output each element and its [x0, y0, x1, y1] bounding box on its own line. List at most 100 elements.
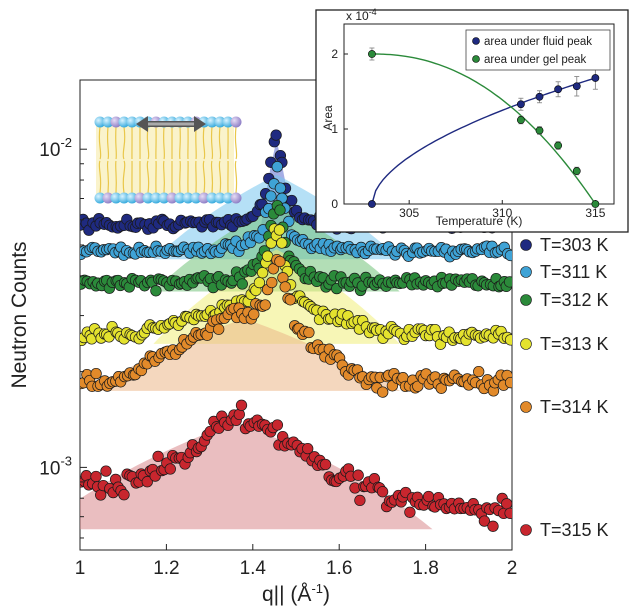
inset-point-0 — [368, 200, 376, 208]
data-point — [256, 267, 269, 279]
lipid-head — [118, 116, 130, 128]
lipid-tail — [163, 126, 165, 160]
data-point — [274, 182, 287, 194]
lipid-head — [222, 192, 234, 204]
x-axis-title: q|| (Å-1) — [262, 581, 330, 606]
data-point — [276, 237, 288, 249]
lipid-tail — [122, 126, 126, 160]
data-point — [504, 249, 512, 262]
legend-marker — [520, 239, 532, 251]
lipid-head — [182, 192, 194, 204]
lipid-tail — [98, 126, 102, 160]
x-tick-label: 1.6 — [326, 558, 352, 579]
lipid-bilayer-illustration — [94, 116, 242, 204]
lipid-head — [174, 192, 186, 204]
lipid-tail — [146, 126, 150, 160]
lipid-tail — [218, 126, 222, 160]
data-point — [376, 486, 389, 498]
data-point — [478, 515, 491, 527]
data-point — [487, 520, 499, 532]
gel-fit-curve — [371, 53, 596, 205]
lipid-head — [158, 192, 170, 204]
data-point — [164, 463, 176, 475]
data-point — [266, 276, 278, 289]
lipid-head — [214, 116, 226, 128]
series-2 — [80, 199, 512, 297]
inset-y-tick-label: 1 — [331, 122, 338, 136]
data-point — [352, 469, 364, 481]
lipid-tail — [163, 160, 165, 194]
lipid-tail — [234, 126, 238, 160]
legend-label: T=303 K — [540, 235, 609, 255]
lipid-tail — [106, 126, 110, 160]
data-point — [279, 281, 291, 293]
lipid-tail — [210, 160, 214, 194]
lipid-head — [102, 192, 114, 204]
lipid-tail — [202, 160, 206, 194]
x-axis-unit-close: ) — [323, 583, 330, 606]
inset-point-0 — [591, 74, 600, 82]
lipid-head — [190, 192, 202, 204]
shaded-peak-5 — [80, 422, 433, 530]
x-tick-label: 2 — [507, 558, 518, 579]
legend-label: T=312 K — [540, 290, 609, 310]
inset-point-1 — [554, 141, 563, 150]
x-tick-label: 1.2 — [153, 558, 179, 579]
lipid-head — [126, 192, 138, 204]
lipid-head — [110, 192, 122, 204]
data-point — [404, 506, 416, 518]
data-point — [265, 190, 277, 202]
y-axis-title: Neutron Counts — [8, 241, 31, 388]
inset-legend-fluid-marker — [472, 37, 480, 45]
lipid-tail — [179, 126, 181, 160]
lipid-tail — [115, 126, 117, 160]
inset-y-tick-label: 0 — [331, 197, 338, 211]
lipid-head — [126, 116, 138, 128]
lipid-head — [94, 192, 106, 204]
data-point — [501, 498, 512, 510]
lipid-head — [150, 192, 162, 204]
lipid-head — [230, 116, 242, 128]
inset-multiplier-base: x 10 — [346, 9, 369, 23]
data-point — [274, 255, 286, 268]
inset-x-tick-label: 310 — [492, 206, 512, 220]
data-point — [284, 294, 296, 306]
data-point — [90, 367, 102, 380]
inset-legend-fluid-label: area under fluid peak — [484, 36, 592, 48]
lipid-head — [118, 192, 130, 204]
inset-legend: area under fluid peak area under gel pea… — [465, 29, 611, 71]
inset-point-1 — [368, 50, 376, 58]
series-4 — [80, 253, 512, 398]
y-tick-label: 10-2 — [39, 135, 72, 161]
x-tick-label: 1.4 — [240, 558, 267, 579]
inset-x-title: Temperature (K) — [436, 214, 523, 228]
lipid-tail — [218, 160, 222, 194]
data-point — [354, 494, 366, 507]
lipid-head — [166, 192, 178, 204]
series-3 — [80, 223, 512, 350]
data-point — [141, 476, 153, 488]
data-point — [150, 285, 162, 297]
data-point — [303, 326, 315, 339]
legend-label: T=314 K — [540, 397, 609, 417]
inset-multiplier: x 10-4 — [346, 7, 377, 23]
data-point — [271, 161, 283, 173]
lipid-tail — [146, 160, 150, 194]
data-point — [118, 489, 130, 501]
lipid-head — [94, 116, 106, 128]
inset-legend-gel-label: area under gel peak — [484, 54, 587, 66]
lipid-head — [222, 116, 234, 128]
inset-legend-gel-marker — [472, 55, 480, 63]
shaded-peak-2 — [153, 205, 400, 292]
lipid-head — [142, 192, 154, 204]
inset-point-1 — [535, 126, 544, 135]
data-point — [152, 450, 164, 463]
series-1 — [80, 161, 512, 263]
data-point — [377, 386, 389, 398]
inset-y-tick-label: 2 — [331, 47, 338, 61]
lipid-head — [206, 192, 218, 204]
inset-point-0 — [535, 92, 544, 101]
data-point — [95, 489, 107, 501]
legend-marker — [520, 266, 532, 278]
lipid-tail — [179, 160, 181, 194]
